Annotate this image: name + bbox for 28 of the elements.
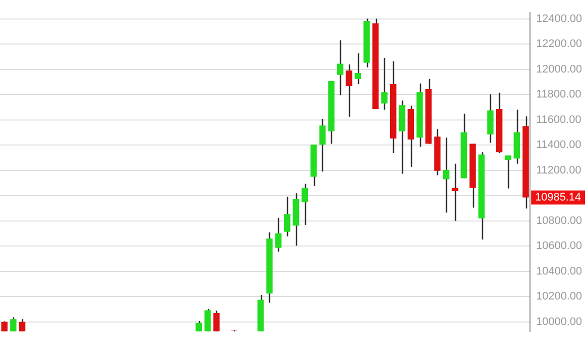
candlestick [275,217,282,252]
y-tick-label: 12000.00 [536,63,582,76]
y-tick-label: 10800.00 [536,214,582,227]
y-tick-label: 11600.00 [536,114,582,126]
candlestick [381,57,388,110]
y-tick-label: 10200.00 [536,290,582,303]
y-tick-label: 11200.00 [536,164,582,176]
text: 10985.14 [535,192,582,204]
y-tick-label: 12400.00 [536,12,582,25]
candlestick [302,183,308,226]
y-tick-label: 10400.00 [536,265,582,278]
candlestick [452,163,458,222]
candlestick [354,52,362,85]
candlestick [10,316,16,332]
candlestick [346,64,352,118]
y-tick-label: 12200.00 [536,38,582,50]
candlestick [319,118,326,172]
y-tick-label: 11800.00 [536,88,582,101]
candlestick [18,318,26,332]
y-tick-label: 10600.00 [536,240,582,252]
candlestick [213,310,220,332]
candlestick [443,136,450,214]
y-tick-label: 10000.00 [536,316,582,328]
candlestick [284,196,290,237]
y-tick-label: 11400.00 [536,139,582,152]
candlestick [504,154,512,190]
candlestick [204,308,211,332]
candlestick [336,40,344,96]
